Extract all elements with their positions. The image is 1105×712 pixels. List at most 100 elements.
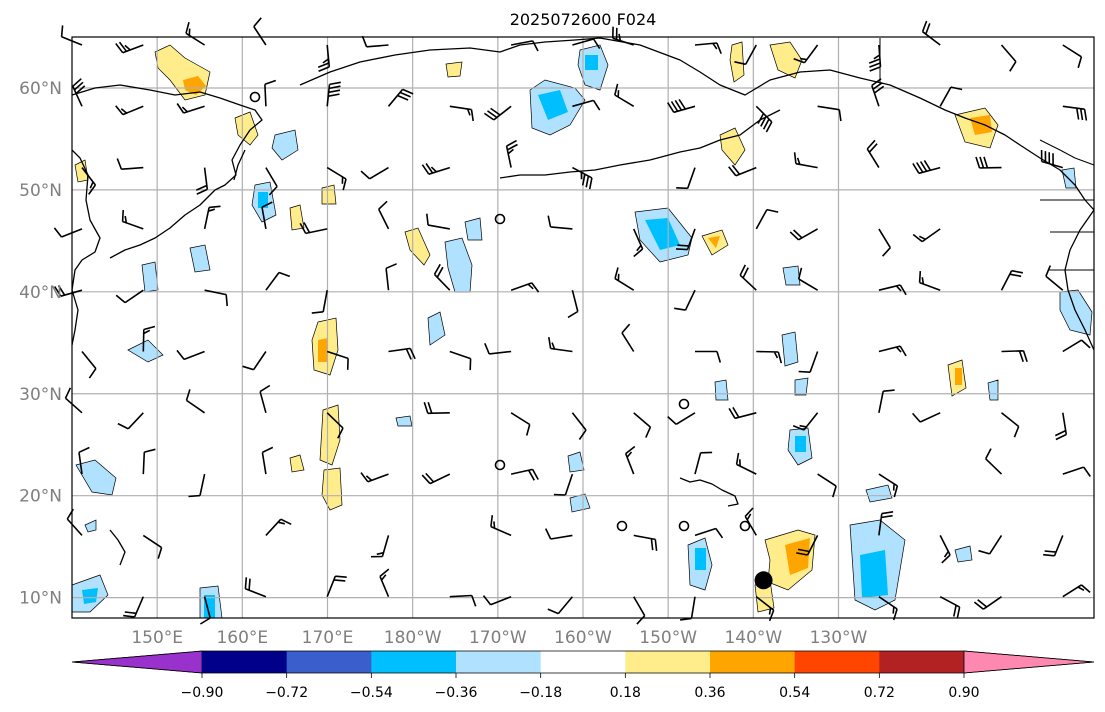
- negative-anomaly: [714, 379, 729, 401]
- wind-barb: [571, 412, 587, 440]
- negative-anomaly: [954, 545, 973, 563]
- wind-barb: [53, 227, 83, 238]
- wind-barb: [624, 445, 636, 475]
- wind-barb: [866, 139, 880, 169]
- colorbar-swatch: [710, 651, 796, 673]
- wind-barb: [510, 412, 531, 436]
- wind-barb: [878, 389, 895, 413]
- wind-barb: [142, 448, 156, 475]
- wind-barb: [264, 79, 277, 107]
- negative-anomaly: [84, 519, 97, 533]
- asia-coast: [71, 149, 101, 291]
- wind-barb: [567, 290, 579, 319]
- wind-barb: [1000, 269, 1024, 291]
- negative-anomaly-core: [538, 90, 568, 120]
- wind-barb: [377, 200, 390, 230]
- negative-anomaly: [865, 484, 893, 503]
- wind-barb: [679, 596, 696, 621]
- wind-barb: [204, 289, 228, 307]
- wind-barb: [674, 289, 696, 311]
- wind-barb: [548, 336, 573, 353]
- wind-barb: [547, 596, 574, 615]
- colorbar-tick-label: −0.72: [265, 685, 308, 701]
- wind-barb: [115, 41, 144, 54]
- longitude-label: 160°E: [216, 628, 268, 648]
- wind-barb: [912, 159, 941, 175]
- wind-barb: [878, 284, 907, 296]
- hawaii-islands: [679, 477, 739, 507]
- wind-barb: [939, 86, 963, 107]
- colorbar-tick-label: −0.90: [181, 685, 224, 701]
- wind-barb: [299, 222, 328, 235]
- wind-barb: [188, 473, 206, 498]
- negative-anomaly: [464, 217, 483, 241]
- negative-anomaly: [127, 339, 164, 363]
- wind-barb: [735, 452, 757, 475]
- wind-barb: [326, 575, 347, 597]
- colorbar-tick-label: 0.18: [610, 685, 641, 701]
- calm-wind-markers: [249, 91, 751, 532]
- wind-barb: [388, 347, 416, 360]
- colorbar-tick-label: −0.18: [519, 685, 562, 701]
- wind-barb: [1062, 584, 1091, 598]
- wind-barb: [728, 406, 757, 420]
- longitude-label: 150°W: [639, 628, 697, 648]
- wind-barb: [242, 351, 267, 371]
- positive-anomaly: [319, 404, 341, 466]
- wind-barb: [421, 163, 451, 175]
- wind-barb: [115, 289, 144, 304]
- alaska-coast: [299, 37, 1095, 211]
- wind-barb: [433, 263, 451, 291]
- negative-anomaly: [794, 377, 809, 396]
- graticule: [72, 37, 1094, 618]
- positive-anomaly: [154, 44, 211, 101]
- calm-wind-marker: [678, 520, 690, 532]
- kuril-chain: [109, 189, 216, 259]
- colorbar-swatch: [879, 651, 965, 673]
- colorbar-min-extend: [71, 650, 203, 674]
- kamchatka-coast: [71, 84, 263, 191]
- wind-barb: [121, 209, 144, 230]
- longitude-label: 130°W: [810, 628, 868, 648]
- wind-barb: [1062, 105, 1088, 121]
- wind-barb: [176, 103, 205, 114]
- wind-barb: [265, 271, 291, 291]
- wind-barb: [361, 35, 389, 48]
- marianas: [109, 529, 126, 566]
- wind-barb: [66, 508, 83, 536]
- wind-barb: [253, 17, 267, 46]
- wind-barb: [817, 473, 837, 498]
- wind-barb: [259, 384, 271, 414]
- negative-anomaly: [141, 261, 159, 293]
- figure-title: 2025072600 F024: [510, 10, 657, 29]
- negative-anomaly-core: [585, 55, 598, 70]
- wind-barb: [483, 105, 512, 121]
- storm-position-marker: [754, 571, 773, 590]
- wind-barb: [878, 511, 894, 536]
- colorbar-tick-label: 0.54: [779, 685, 810, 701]
- wind-barb: [387, 88, 414, 107]
- wind-barb: [423, 402, 450, 415]
- wind-barb: [694, 527, 724, 539]
- wind-barb: [621, 323, 635, 352]
- sakhalin: [233, 149, 246, 181]
- wind-barb: [755, 105, 773, 133]
- wind-barb: [755, 596, 775, 622]
- wind-barb: [64, 387, 83, 414]
- wind-barb: [939, 535, 951, 564]
- wind-barb: [973, 596, 1002, 610]
- wind-barb: [871, 78, 885, 107]
- colorbar-swatch: [794, 651, 880, 673]
- wind-barb: [81, 350, 97, 379]
- positive-anomaly: [289, 454, 305, 473]
- wind-barb: [449, 594, 477, 607]
- wind-barb: [123, 596, 145, 618]
- wind-barb: [195, 167, 209, 195]
- latitude-label: 10°N: [19, 589, 62, 609]
- negative-anomaly: [781, 331, 799, 367]
- colorbar-tick-label: −0.36: [435, 685, 478, 701]
- colorbar-tick-label: 0.72: [864, 685, 895, 701]
- colorbar-max-extend: [963, 650, 1095, 674]
- wind-barb: [360, 472, 389, 483]
